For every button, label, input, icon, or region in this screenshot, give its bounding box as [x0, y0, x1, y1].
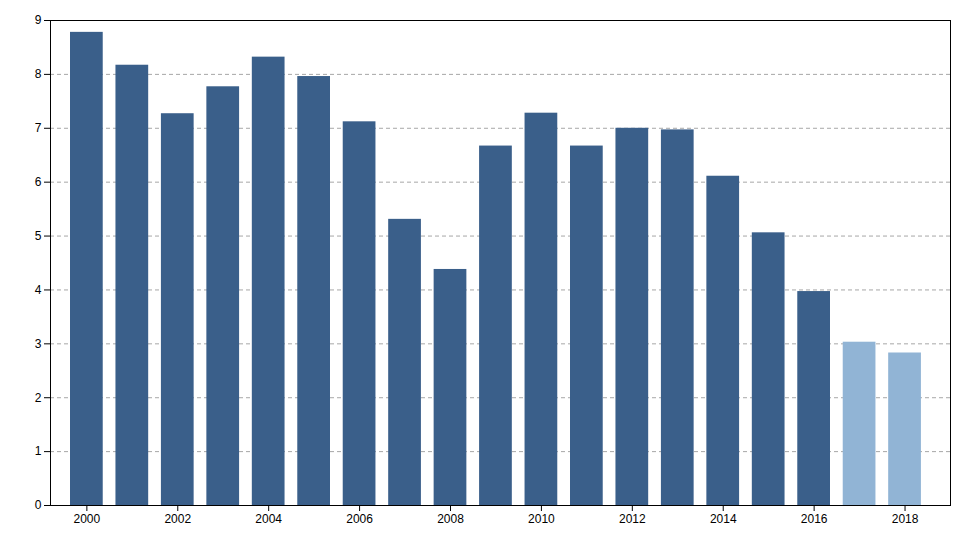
svg-text:2: 2 — [35, 391, 42, 405]
svg-text:2004: 2004 — [255, 512, 282, 526]
svg-text:6: 6 — [35, 175, 42, 189]
svg-text:2010: 2010 — [528, 512, 555, 526]
svg-text:3: 3 — [35, 337, 42, 351]
svg-text:2012: 2012 — [619, 512, 646, 526]
svg-text:2000: 2000 — [74, 512, 101, 526]
svg-text:8: 8 — [35, 67, 42, 81]
svg-text:2018: 2018 — [892, 512, 919, 526]
svg-text:7: 7 — [35, 121, 42, 135]
svg-text:2008: 2008 — [437, 512, 464, 526]
svg-text:2016: 2016 — [801, 512, 828, 526]
svg-text:4: 4 — [35, 283, 42, 297]
svg-text:5: 5 — [35, 229, 42, 243]
svg-text:1: 1 — [35, 444, 42, 458]
svg-text:2006: 2006 — [346, 512, 373, 526]
svg-text:2014: 2014 — [710, 512, 737, 526]
svg-text:0: 0 — [35, 498, 42, 512]
svg-text:9: 9 — [35, 13, 42, 27]
svg-text:2002: 2002 — [164, 512, 191, 526]
